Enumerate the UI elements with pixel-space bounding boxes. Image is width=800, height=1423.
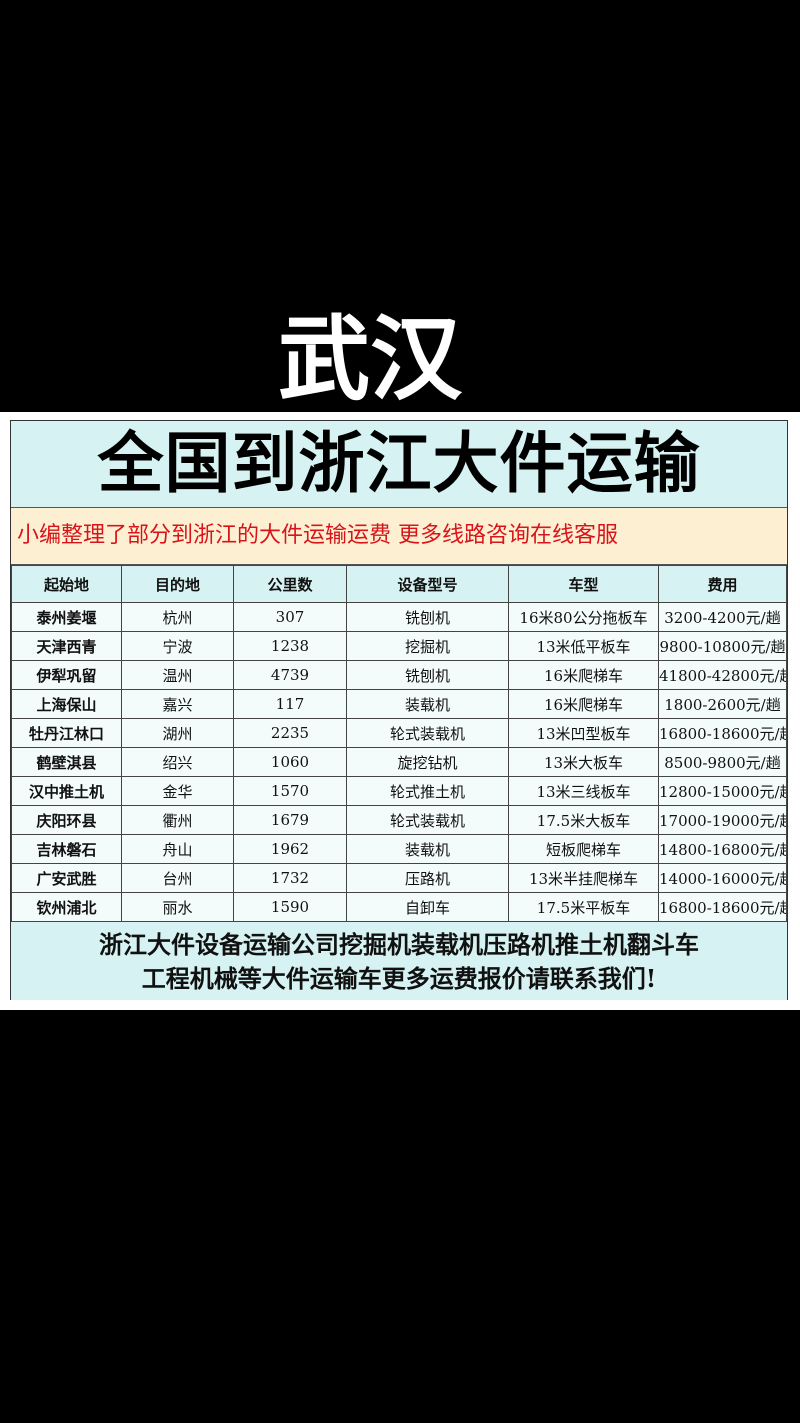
table-cell: 铣刨机: [346, 660, 509, 690]
table-row: 牡丹江林口 湖州 2235 轮式装载机 13米凹型板车 16800-18600元/趟: [11, 718, 787, 748]
table-cell: 轮式装载机: [346, 805, 509, 835]
table-cell: 铣刨机: [346, 602, 509, 632]
table-row: 钦州浦北 丽水 1590 自卸车 17.5米平板车 16800-18600元/趟: [11, 892, 787, 922]
table-cell: 天津西青: [11, 631, 122, 661]
table-cell: 吉林磐石: [11, 834, 122, 864]
table-cell: 1732: [233, 863, 347, 893]
table-cell: 杭州: [121, 602, 234, 632]
table-row: 鹤壁淇县 绍兴 1060 旋挖钻机 13米大板车 8500-9800元/趟: [11, 747, 787, 777]
table-cell: 1060: [233, 747, 347, 777]
board-subtitle: 小编整理了部分到浙江的大件运输运费 更多线路咨询在线客服: [11, 508, 787, 565]
table-cell: 13米三线板车: [508, 776, 659, 806]
price-panel: 全国到浙江大件运输 小编整理了部分到浙江的大件运输运费 更多线路咨询在线客服 起…: [0, 412, 800, 1010]
table-row: 上海保山 嘉兴 117 装载机 16米爬梯车 1800-2600元/趟: [11, 689, 787, 719]
table-row: 泰州姜堰 杭州 307 铣刨机 16米80公分拖板车 3200-4200元/趟: [11, 602, 787, 632]
table-cell: 307: [233, 602, 347, 632]
footer-line-2: 工程机械等大件运输车更多运费报价请联系我们!: [141, 964, 657, 993]
column-header: 公里数: [233, 565, 347, 603]
table-cell: 宁波: [121, 631, 234, 661]
table-cell: 12800-15000元/趟: [658, 776, 787, 806]
board-title: 全国到浙江大件运输: [11, 421, 787, 508]
table-cell: 旋挖钻机: [346, 747, 509, 777]
table-cell: 2235: [233, 718, 347, 748]
table-cell: 装载机: [346, 689, 509, 719]
table-cell: 装载机: [346, 834, 509, 864]
table-cell: 短板爬梯车: [508, 834, 659, 864]
table-row: 汉中推土机 金华 1570 轮式推土机 13米三线板车 12800-15000元/趟: [11, 776, 787, 806]
table-cell: 1800-2600元/趟: [658, 689, 787, 719]
table-row: 广安武胜 台州 1732 压路机 13米半挂爬梯车 14000-16000元/趟: [11, 863, 787, 893]
table-cell: 16800-18600元/趟: [658, 892, 787, 922]
column-header: 设备型号: [346, 565, 509, 603]
table-cell: 金华: [121, 776, 234, 806]
table-cell: 牡丹江林口: [11, 718, 122, 748]
table-cell: 湖州: [121, 718, 234, 748]
table-cell: 嘉兴: [121, 689, 234, 719]
table-cell: 16800-18600元/趟: [658, 718, 787, 748]
table-cell: 轮式装载机: [346, 718, 509, 748]
table-cell: 台州: [121, 863, 234, 893]
table-cell: 挖掘机: [346, 631, 509, 661]
table-cell: 上海保山: [11, 689, 122, 719]
table-cell: 衢州: [121, 805, 234, 835]
table-cell: 伊犁巩留: [11, 660, 122, 690]
price-board: 全国到浙江大件运输 小编整理了部分到浙江的大件运输运费 更多线路咨询在线客服 起…: [10, 420, 788, 1000]
table-row: 庆阳环县 衢州 1679 轮式装载机 17.5米大板车 17000-19000元/趟: [11, 805, 787, 835]
table-cell: 3200-4200元/趟: [658, 602, 787, 632]
table-cell: 1679: [233, 805, 347, 835]
table-cell: 绍兴: [121, 747, 234, 777]
column-header: 车型: [508, 565, 659, 603]
table-cell: 16米爬梯车: [508, 660, 659, 690]
table-cell: 鹤壁淇县: [11, 747, 122, 777]
column-header: 费用: [658, 565, 787, 603]
table-cell: 广安武胜: [11, 863, 122, 893]
price-table: 起始地 目的地 公里数 设备型号 车型 费用 泰州姜堰 杭州 307 铣刨机 16米80公分拖板车…: [11, 565, 787, 922]
table-cell: 庆阳环县: [11, 805, 122, 835]
column-header: 起始地: [11, 565, 122, 603]
table-cell: 16米爬梯车: [508, 689, 659, 719]
table-cell: 4739: [233, 660, 347, 690]
column-header: 目的地: [121, 565, 234, 603]
table-cell: 17.5米大板车: [508, 805, 659, 835]
table-cell: 117: [233, 689, 347, 719]
table-cell: 温州: [121, 660, 234, 690]
table-cell: 41800-42800元/趟: [658, 660, 787, 690]
table-cell: 16米80公分拖板车: [508, 602, 659, 632]
table-cell: 13米凹型板车: [508, 718, 659, 748]
table-cell: 17.5米平板车: [508, 892, 659, 922]
table-row: 吉林磐石 舟山 1962 装载机 短板爬梯车 14800-16800元/趟: [11, 834, 787, 864]
board-footer: 浙江大件设备运输公司挖掘机装载机压路机推土机翻斗车 工程机械等大件运输车更多运费…: [11, 922, 787, 1000]
city-heading: 武汉: [277, 306, 462, 413]
table-cell: 13米大板车: [508, 747, 659, 777]
table-cell: 泰州姜堰: [11, 602, 122, 632]
table-cell: 1238: [233, 631, 347, 661]
table-header-row: 起始地 目的地 公里数 设备型号 车型 费用: [11, 565, 787, 603]
table-row: 天津西青 宁波 1238 挖掘机 13米低平板车 9800-10800元/趟: [11, 631, 787, 661]
table-cell: 14800-16800元/趟: [658, 834, 787, 864]
table-cell: 钦州浦北: [11, 892, 122, 922]
table-cell: 13米低平板车: [508, 631, 659, 661]
table-row: 伊犁巩留 温州 4739 铣刨机 16米爬梯车 41800-42800元/趟: [11, 660, 787, 690]
table-cell: 8500-9800元/趟: [658, 747, 787, 777]
table-cell: 压路机: [346, 863, 509, 893]
table-cell: 舟山: [121, 834, 234, 864]
table-cell: 17000-19000元/趟: [658, 805, 787, 835]
table-cell: 14000-16000元/趟: [658, 863, 787, 893]
table-cell: 9800-10800元/趟: [658, 631, 787, 661]
table-cell: 1962: [233, 834, 347, 864]
table-cell: 13米半挂爬梯车: [508, 863, 659, 893]
footer-line-1: 浙江大件设备运输公司挖掘机装载机压路机推土机翻斗车: [99, 930, 699, 959]
table-cell: 轮式推土机: [346, 776, 509, 806]
table-cell: 汉中推土机: [11, 776, 122, 806]
table-cell: 1570: [233, 776, 347, 806]
table-cell: 自卸车: [346, 892, 509, 922]
table-cell: 1590: [233, 892, 347, 922]
table-cell: 丽水: [121, 892, 234, 922]
